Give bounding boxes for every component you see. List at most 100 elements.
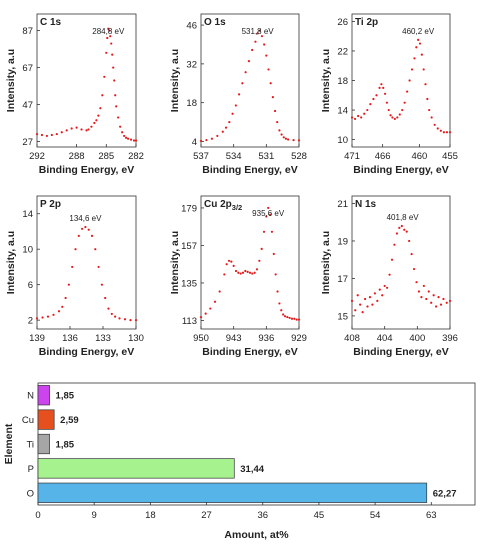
x-tick-label: 136 xyxy=(62,333,78,344)
data-point xyxy=(380,83,383,86)
y-tick-label: 22 xyxy=(337,46,348,57)
y-tick-label: 18 xyxy=(337,76,348,87)
data-point xyxy=(129,138,133,141)
data-point xyxy=(263,43,266,46)
data-point xyxy=(390,258,394,261)
data-point xyxy=(75,126,78,129)
x-tick-label: 54 xyxy=(370,510,381,521)
peak-label: 935,6 eV xyxy=(252,209,285,218)
data-point xyxy=(97,265,100,269)
data-point xyxy=(265,54,268,57)
x-tick-label: 36 xyxy=(257,510,268,521)
peak-label: 134,6 eV xyxy=(69,214,102,223)
composition-bar-chart: O 62,27 P 31,44 Ti 1,85 Cu 2,59 N 1,85 0 9 18 27 36 45 5… xyxy=(3,382,476,541)
data-point xyxy=(288,316,291,320)
plot-frame xyxy=(200,13,300,148)
y-axis-label: Intensity, a.u xyxy=(5,49,17,112)
data-point xyxy=(295,318,298,321)
x-tick-label: 9 xyxy=(92,510,97,521)
data-point xyxy=(366,108,369,112)
y-tick-label: 47 xyxy=(22,100,33,111)
y-tick-label: 113 xyxy=(182,316,197,327)
data-point xyxy=(268,213,272,216)
data-point xyxy=(61,305,64,308)
data-point xyxy=(125,136,128,139)
data-point xyxy=(437,296,440,299)
data-point xyxy=(417,38,420,41)
data-point xyxy=(244,71,247,74)
data-point xyxy=(428,108,431,112)
data-point xyxy=(234,269,238,273)
data-point xyxy=(134,139,138,142)
data-point xyxy=(94,248,97,251)
data-point xyxy=(225,263,228,266)
data-point xyxy=(359,303,362,306)
spectrum-panel-4: Cu 2p3/2 950 943 936 929 113 135 157 179 Binding … xyxy=(169,195,307,358)
x-tick-label: 929 xyxy=(291,333,307,344)
x-tick-label: 408 xyxy=(344,333,360,344)
data-point xyxy=(265,215,268,218)
x-tick-label: 936 xyxy=(258,333,274,344)
panel-title: O 1s xyxy=(204,17,226,28)
y-tick-label: 14 xyxy=(337,106,348,117)
data-point xyxy=(251,272,254,275)
bar-value-label: 1,85 xyxy=(56,440,75,451)
data-point xyxy=(398,226,401,229)
data-point xyxy=(385,101,389,104)
data-point xyxy=(433,123,436,126)
data-point xyxy=(389,114,392,117)
data-point xyxy=(104,296,107,300)
data-point xyxy=(121,131,124,134)
data-point xyxy=(398,113,401,116)
data-point xyxy=(430,301,433,304)
data-point xyxy=(93,121,96,125)
data-point xyxy=(435,305,438,308)
data-point xyxy=(228,120,231,124)
data-point xyxy=(448,131,452,134)
data-point xyxy=(350,299,354,303)
data-point xyxy=(103,75,106,78)
x-tick-label: 45 xyxy=(314,510,325,521)
x-tick-label: 63 xyxy=(426,510,437,521)
data-point xyxy=(123,134,126,138)
y-axis-label: Intensity, a.u xyxy=(320,49,332,112)
data-point xyxy=(382,86,385,89)
data-point xyxy=(276,290,279,293)
bar-cu xyxy=(37,409,55,430)
bar-value-label: 31,44 xyxy=(240,464,264,475)
data-point xyxy=(292,138,295,142)
data-point xyxy=(436,127,439,130)
data-point xyxy=(221,130,224,133)
data-point xyxy=(107,27,110,30)
data-point xyxy=(87,228,90,231)
data-point xyxy=(35,132,39,136)
data-point xyxy=(274,273,277,276)
data-point xyxy=(255,268,259,271)
data-point xyxy=(350,116,354,119)
data-point xyxy=(278,129,281,132)
data-point xyxy=(410,68,414,71)
x-axis-label: Amount, at% xyxy=(224,529,289,541)
data-point xyxy=(60,131,63,134)
data-point xyxy=(262,230,266,233)
bar-n xyxy=(37,385,50,406)
data-point xyxy=(132,139,136,142)
x-tick-label: 950 xyxy=(193,333,209,344)
x-tick-label: 282 xyxy=(128,151,144,162)
data-point xyxy=(422,284,425,288)
x-tick-label: 528 xyxy=(291,151,307,162)
y-category-label: Cu xyxy=(22,415,34,426)
data-point xyxy=(108,29,111,32)
data-point xyxy=(426,97,429,101)
data-point xyxy=(393,243,396,246)
panel-title-text: O 1s xyxy=(204,17,226,28)
y-category-label: Ti xyxy=(26,440,34,451)
y-tick-label: 87 xyxy=(22,26,33,37)
data-point xyxy=(388,273,391,276)
data-point xyxy=(117,116,120,119)
y-tick-label: 14 xyxy=(22,209,33,220)
y-category-label: O xyxy=(27,488,34,499)
y-tick-label: 17 xyxy=(337,274,348,285)
data-point xyxy=(80,128,83,131)
y-tick-label: 15 xyxy=(337,311,348,322)
